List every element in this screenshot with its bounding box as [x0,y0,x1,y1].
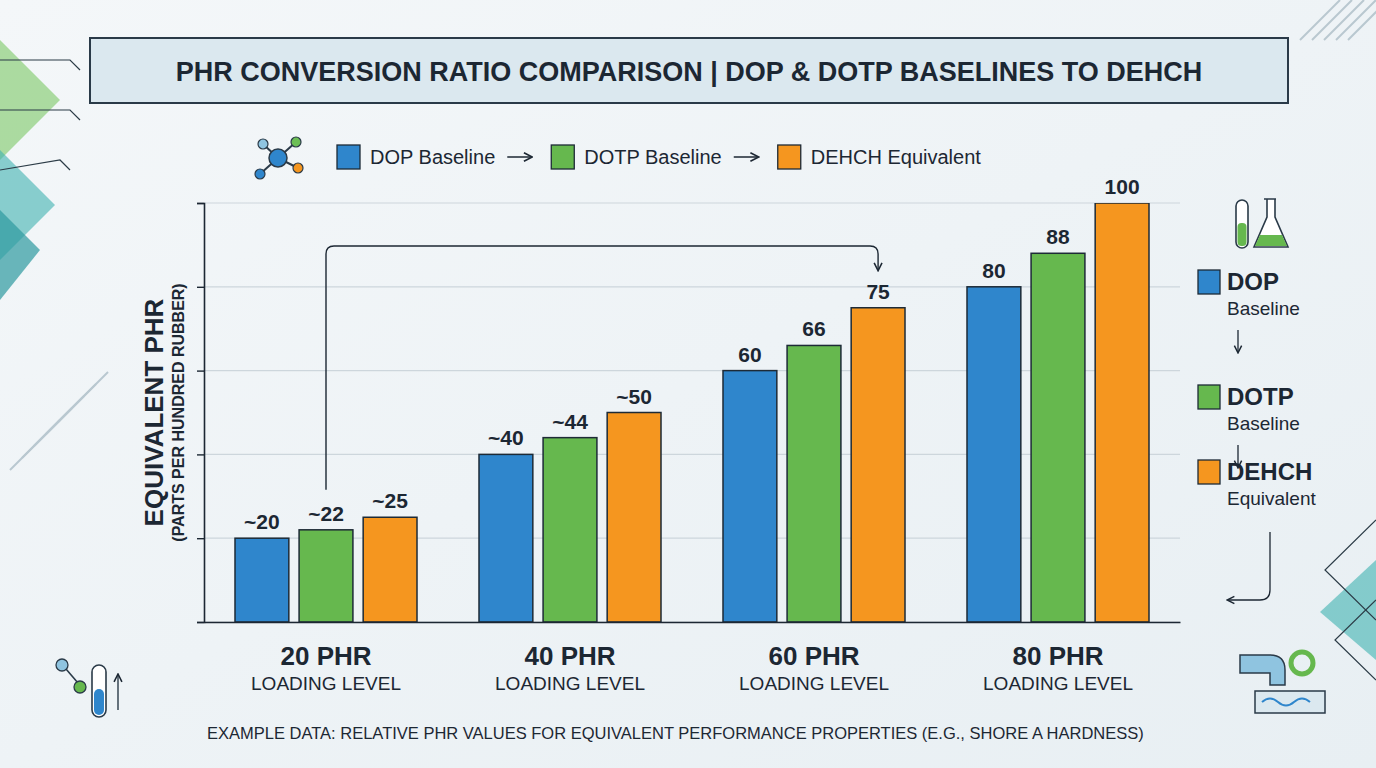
legend: DOP Baseline DOTP Baseline DEHCH Equivalen… [337,145,981,169]
side-legend: DOPBaseline DOTPBaseline DEHCHEquivalent [1198,268,1316,600]
x-tick-label: 40 PHRLOADING LEVEL [495,641,645,694]
y-axis-title-main: EQUIVALENT PHR [139,298,169,526]
bar [1095,203,1149,622]
grid-line [204,202,1180,203]
legend-swatch [778,145,801,169]
data-label: ~40 [488,426,524,449]
y-tick [197,371,204,372]
y-tick-mark [197,203,204,204]
data-label: 100 [1105,175,1140,198]
x-tick-label: 80 PHRLOADING LEVEL [983,641,1133,694]
bar [543,438,597,622]
y-tick [197,538,204,539]
y-tick [197,454,204,455]
y-tick [197,622,204,623]
x-tick: 40 PHRLOADING LEVEL [495,641,645,694]
legend-arrow [507,156,531,158]
y-tick-mark [197,454,204,455]
y-tick-mark [197,622,204,623]
bars [235,203,1149,622]
data-label: ~50 [616,385,652,408]
title-box [90,38,1288,103]
bar [967,287,1021,622]
data-labels: ~20 ~40 60 80 ~22 ~44 66 88 ~25 ~50 75 100 [244,175,1140,533]
bar [235,538,289,622]
y-tick-mark [197,287,204,288]
side-legend-swatch [1198,270,1220,294]
y-axis-title: EQUIVALENT PHR(PARTS PER HUNDRED RUBBER) [139,283,187,541]
bar [479,454,533,622]
footnote: EXAMPLE DATA: RELATIVE PHR VALUES FOR EQ… [207,724,1144,742]
legend-label: DEHCH Equivalent [811,146,982,168]
data-label: ~20 [244,510,280,533]
bar [299,530,353,622]
data-label: 88 [1046,225,1070,248]
data-label: 80 [982,259,1005,282]
connector-arrow [326,246,878,490]
side-legend-label: DEHCHEquivalent [1227,458,1316,509]
legend-swatch [337,145,360,169]
legend-item: DEHCH Equivalent [778,145,982,169]
y-tick [197,287,204,288]
icon [1240,652,1325,713]
legend-label: DOTP Baseline [584,146,721,168]
y-tick-mark [197,370,204,371]
y-axis-line [197,204,205,623]
bar [1031,253,1085,622]
side-legend-swatch [1198,460,1220,484]
legend-swatch [551,145,574,169]
data-label: 75 [866,280,890,303]
x-tick-label: 60 PHRLOADING LEVEL [739,641,889,694]
y-axis-title-sub: (PARTS PER HUNDRED RUBBER) [170,283,187,541]
x-axis-line [205,622,1181,624]
y-tick [197,203,204,204]
data-label: 60 [738,343,761,366]
side-legend-arrow [1228,532,1270,600]
side-legend-label: DOPBaseline [1227,268,1300,319]
x-tick: 20 PHRLOADING LEVEL [251,641,401,694]
icon [56,659,118,717]
bar [787,345,841,622]
data-label: ~22 [308,502,344,525]
data-label: ~44 [552,410,588,433]
x-tick: 60 PHRLOADING LEVEL [739,641,889,694]
legend-item: DOP Baseline [337,145,495,169]
x-tick: 80 PHRLOADING LEVEL [983,641,1133,694]
icon [1236,199,1288,248]
bar [607,413,661,623]
data-label: 66 [802,317,825,340]
grid [204,203,1180,622]
chart: PHR CONVERSION RATIO COMPARISON | DOP & … [0,0,1376,768]
y-axis [197,204,205,623]
background [0,0,1376,768]
data-label: ~25 [372,489,408,512]
legend-label: DOP Baseline [370,146,495,168]
bar [851,308,905,622]
side-legend-arrow [1237,330,1238,352]
icon [255,137,303,179]
bar [363,517,417,622]
y-tick-mark [197,538,204,539]
side-legend-label: DOTPBaseline [1227,383,1300,434]
x-axis: 20 PHRLOADING LEVEL 40 PHRLOADING LEVEL 60… [205,623,1181,695]
legend-item: DOTP Baseline [551,145,721,169]
decoration [0,0,1376,680]
title: PHR CONVERSION RATIO COMPARISON | DOP & … [176,57,1203,87]
bar [723,371,777,622]
side-legend-swatch [1198,385,1220,409]
x-tick-label: 20 PHRLOADING LEVEL [251,641,401,694]
legend-arrow [734,156,758,158]
